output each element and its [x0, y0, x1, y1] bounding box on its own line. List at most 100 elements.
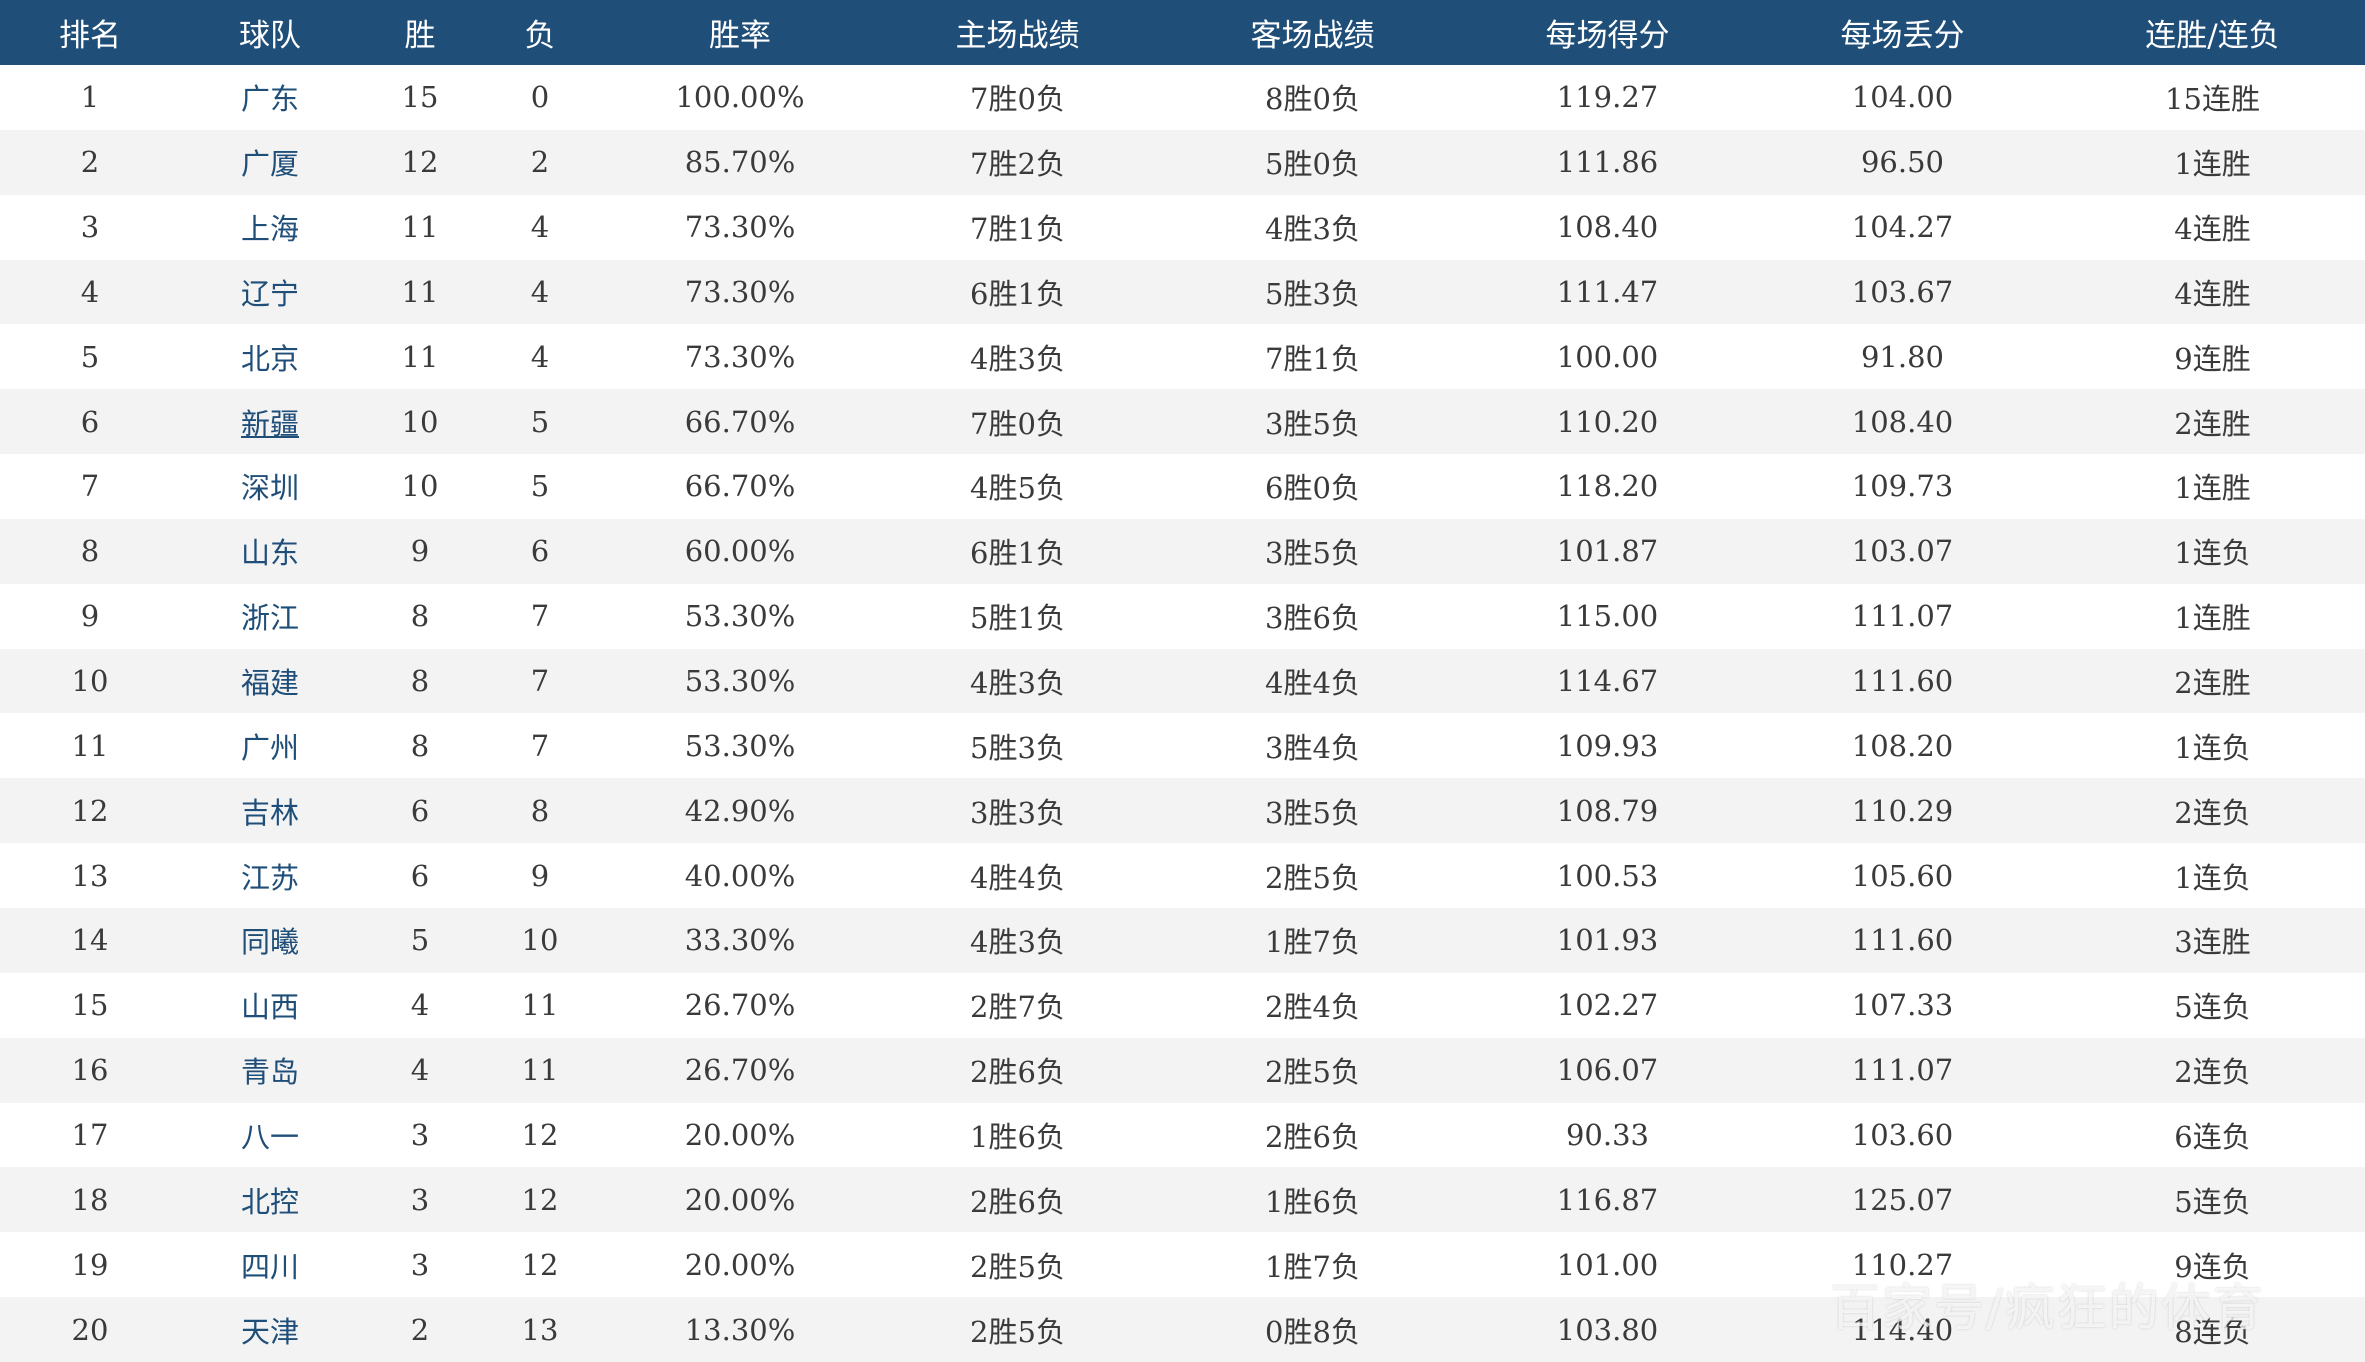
cell-wins: 15 [401, 80, 439, 115]
cell-team: 天津 [180, 1297, 360, 1362]
team-link[interactable]: 浙江 [240, 601, 299, 636]
col-header-away-record[interactable]: 客场战绩 [1250, 18, 1375, 54]
cell-losses: 9 [530, 858, 550, 893]
team-link[interactable]: 山东 [240, 536, 299, 571]
team-link[interactable]: 四川 [240, 1249, 299, 1284]
table-row: 10 福建 8 7 53.30% 4胜3负 4胜4负 114.67 111.60 2连胜 [0, 648, 2365, 714]
team-link[interactable]: 吉林 [240, 795, 299, 830]
cell-losses: 7 [530, 664, 550, 699]
cell-points-allowed: 104.27 [1851, 210, 1954, 245]
cell-rank: 4 [80, 274, 100, 309]
cell-rank: 7 [80, 469, 100, 504]
cell-team: 广州 [180, 713, 360, 778]
cell-team: 浙江 [180, 584, 360, 649]
table-row: 15 山西 4 11 26.70% 2胜7负 2胜4负 102.27 107.33 5连负 [0, 972, 2365, 1038]
cell-home-record: 7胜2负 [970, 147, 1065, 182]
cell-streak: 2连负 [2174, 1055, 2251, 1090]
team-link[interactable]: 八一 [240, 1119, 299, 1154]
cell-streak: 1连负 [2174, 536, 2251, 571]
cell-points-per-game: 111.47 [1556, 274, 1659, 309]
col-header-streak[interactable]: 连胜/连负 [2145, 18, 2280, 54]
col-header-rank[interactable]: 排名 [59, 18, 121, 54]
team-link[interactable]: 上海 [240, 212, 299, 247]
cell-points-allowed: 108.20 [1851, 728, 1954, 763]
team-link[interactable]: 青岛 [240, 1055, 299, 1090]
cell-home-record: 7胜0负 [970, 406, 1065, 441]
cell-team: 八一 [180, 1103, 360, 1168]
cell-points-per-game: 108.79 [1556, 793, 1659, 828]
cell-win-pct: 20.00% [684, 1247, 796, 1282]
table-row: 9 浙江 8 7 53.30% 5胜1负 3胜6负 115.00 111.07 1连胜 [0, 583, 2365, 649]
cell-losses: 7 [530, 728, 550, 763]
cell-home-record: 2胜5负 [970, 1314, 1065, 1349]
cell-losses: 8 [530, 793, 550, 828]
table-row: 16 青岛 4 11 26.70% 2胜6负 2胜5负 106.07 111.07 2连负 [0, 1037, 2365, 1103]
cell-rank: 13 [71, 858, 109, 893]
cell-points-per-game: 101.00 [1556, 1247, 1659, 1282]
table-row: 14 同曦 5 10 33.30% 4胜3负 1胜7负 101.93 111.60 3连胜 [0, 907, 2365, 973]
cell-team: 青岛 [180, 1038, 360, 1103]
cell-win-pct: 42.90% [684, 793, 796, 828]
cell-rank: 14 [71, 923, 109, 958]
team-link[interactable]: 天津 [240, 1314, 299, 1349]
cell-points-allowed: 107.33 [1851, 988, 1954, 1023]
cell-team: 山西 [180, 973, 360, 1038]
cell-win-pct: 26.70% [684, 988, 796, 1023]
cell-streak: 2连胜 [2174, 406, 2251, 441]
team-link[interactable]: 新疆 [240, 406, 299, 441]
cell-away-record: 2胜5负 [1265, 1055, 1360, 1090]
cell-team: 广东 [180, 65, 360, 130]
cell-points-allowed: 111.60 [1851, 664, 1954, 699]
team-link[interactable]: 深圳 [240, 471, 299, 506]
team-link[interactable]: 福建 [240, 666, 299, 701]
team-link[interactable]: 辽宁 [240, 276, 299, 311]
col-header-home-record[interactable]: 主场战绩 [955, 18, 1080, 54]
cell-win-pct: 13.30% [684, 1312, 796, 1347]
cell-win-pct: 20.00% [684, 1117, 796, 1152]
cell-points-per-game: 90.33 [1565, 1117, 1650, 1152]
cell-team: 辽宁 [180, 260, 360, 325]
cell-points-per-game: 111.86 [1556, 145, 1659, 180]
table-row: 2 广厦 12 2 85.70% 7胜2负 5胜0负 111.86 96.50 1连胜 [0, 129, 2365, 195]
cell-home-record: 6胜1负 [970, 276, 1065, 311]
cell-home-record: 4胜4负 [970, 860, 1065, 895]
cell-home-record: 4胜5负 [970, 471, 1065, 506]
table-row: 11 广州 8 7 53.30% 5胜3负 3胜4负 109.93 108.20 1连负 [0, 713, 2365, 779]
team-link[interactable]: 同曦 [240, 925, 299, 960]
table-row: 8 山东 9 6 60.00% 6胜1负 3胜5负 101.87 103.07 1连负 [0, 518, 2365, 584]
cell-losses: 13 [521, 1312, 559, 1347]
cell-wins: 5 [410, 923, 430, 958]
cell-points-allowed: 111.60 [1851, 923, 1954, 958]
cell-rank: 5 [80, 339, 100, 374]
team-link[interactable]: 山西 [240, 990, 299, 1025]
team-link[interactable]: 北京 [240, 341, 299, 376]
table-row: 1 广东 15 0 100.00% 7胜0负 8胜0负 119.27 104.00 15连胜 [0, 65, 2365, 130]
team-link[interactable]: 广州 [240, 730, 299, 765]
cell-away-record: 3胜6负 [1265, 601, 1360, 636]
cell-team: 北京 [180, 324, 360, 389]
cell-away-record: 3胜5负 [1265, 795, 1360, 830]
cell-win-pct: 33.30% [684, 923, 796, 958]
col-header-win-pct[interactable]: 胜率 [709, 18, 771, 54]
cell-home-record: 2胜5负 [970, 1249, 1065, 1284]
team-link[interactable]: 北控 [240, 1184, 299, 1219]
cell-away-record: 4胜3负 [1265, 212, 1360, 247]
team-link[interactable]: 广厦 [240, 147, 299, 182]
col-header-wins[interactable]: 胜 [404, 18, 436, 54]
cell-rank: 17 [71, 1117, 109, 1152]
col-header-points-per-game[interactable]: 每场得分 [1545, 18, 1670, 54]
cell-streak: 6连负 [2174, 1119, 2251, 1154]
col-header-losses[interactable]: 负 [524, 18, 556, 54]
cell-home-record: 2胜7负 [970, 990, 1065, 1025]
team-link[interactable]: 江苏 [240, 860, 299, 895]
cell-streak: 1连胜 [2174, 147, 2251, 182]
cell-points-allowed: 110.27 [1851, 1247, 1954, 1282]
cell-points-allowed: 103.07 [1851, 534, 1954, 569]
cell-points-allowed: 111.07 [1851, 1053, 1954, 1088]
col-header-team[interactable]: 球队 [239, 18, 301, 54]
col-header-points-allowed[interactable]: 每场丢分 [1840, 18, 1965, 54]
cell-win-pct: 60.00% [684, 534, 796, 569]
cell-streak: 1连胜 [2174, 601, 2251, 636]
team-link[interactable]: 广东 [240, 82, 299, 117]
